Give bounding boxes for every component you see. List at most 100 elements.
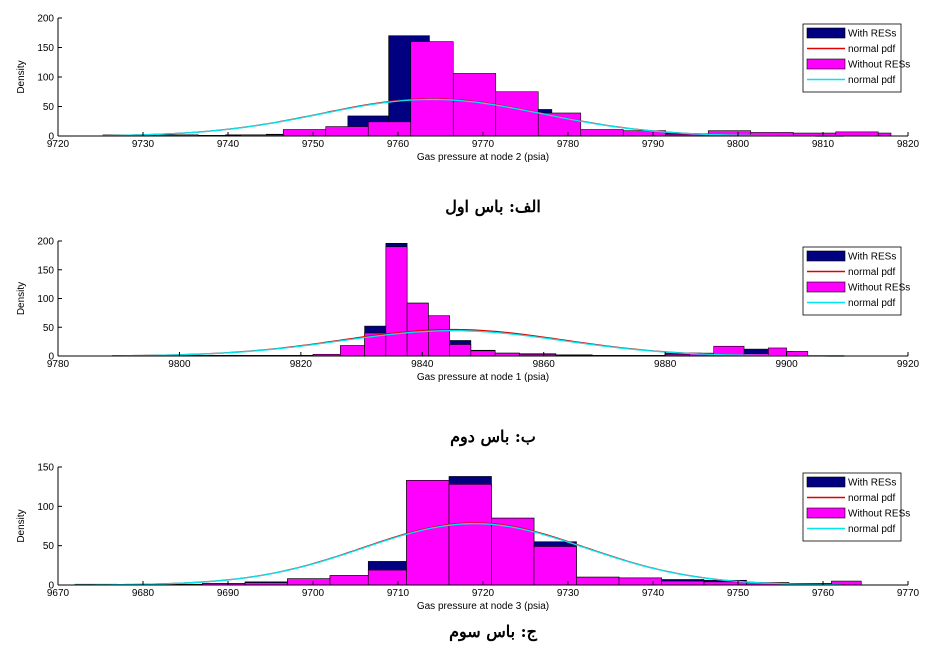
pdf-curve-without-res <box>112 330 845 357</box>
legend-swatch-with-res <box>806 27 846 39</box>
x-tick-label: 9820 <box>897 139 920 150</box>
bar-without-res <box>340 345 365 357</box>
bar-without-res <box>287 578 331 586</box>
bar-without-res <box>533 546 577 586</box>
x-tick-label: 9800 <box>727 139 750 150</box>
y-tick-label: 50 <box>43 541 55 552</box>
legend <box>802 23 902 93</box>
x-axis-label: Gas pressure at node 2 (psia) <box>417 152 549 163</box>
plot-2 <box>57 240 909 357</box>
bar-without-res <box>410 41 454 137</box>
bar-without-res <box>580 129 624 137</box>
legend-swatch-with-res <box>806 250 846 262</box>
legend-entry: normal pdf <box>848 267 895 278</box>
x-tick-label: 9920 <box>897 359 920 370</box>
x-tick-label: 9760 <box>387 139 410 150</box>
legend-swatch-without-res <box>806 507 846 519</box>
x-tick-label: 9880 <box>654 359 677 370</box>
pdf-curve-without-res <box>103 98 844 137</box>
figure-caption: ج: باس سوم <box>449 622 537 642</box>
x-tick-label: 9810 <box>812 139 835 150</box>
x-tick-label: 9790 <box>642 139 665 150</box>
y-tick-label: 0 <box>48 581 54 592</box>
x-tick-label: 9750 <box>302 139 325 150</box>
x-axis-label: Gas pressure at node 3 (psia) <box>417 601 549 612</box>
y-tick-label: 150 <box>37 463 54 474</box>
bar-without-res <box>661 580 705 586</box>
y-tick-label: 150 <box>37 43 54 54</box>
legend-entry: normal pdf <box>848 524 895 535</box>
legend-entry: normal pdf <box>848 493 895 504</box>
x-tick-label: 9670 <box>47 588 70 599</box>
y-axis-label: Density <box>16 60 27 93</box>
figure-caption: الف: باس اول <box>445 197 541 217</box>
pdf-curve-without-res <box>74 522 842 586</box>
bar-without-res <box>768 347 787 357</box>
y-tick-label: 100 <box>37 294 54 305</box>
x-tick-label: 9720 <box>472 588 495 599</box>
legend-swatch-with-res <box>806 476 846 488</box>
y-tick-label: 100 <box>37 502 54 513</box>
legend-entry: normal pdf <box>848 44 895 55</box>
y-tick-label: 50 <box>43 102 55 113</box>
x-tick-label: 9900 <box>775 359 798 370</box>
x-tick-label: 9840 <box>411 359 434 370</box>
legend-entry: Without RESs <box>848 509 910 520</box>
x-tick-label: 9690 <box>217 588 240 599</box>
bar-without-res <box>367 569 407 586</box>
bar-without-res <box>452 73 497 137</box>
legend-swatch-without-res <box>806 281 846 293</box>
y-tick-label: 50 <box>43 323 55 334</box>
plot-3 <box>57 466 909 586</box>
x-tick-label: 9730 <box>132 139 155 150</box>
y-tick-label: 0 <box>48 352 54 363</box>
bar-without-res <box>618 577 662 586</box>
x-tick-label: 9820 <box>290 359 313 370</box>
x-tick-label: 9730 <box>557 588 580 599</box>
x-tick-label: 9770 <box>472 139 495 150</box>
y-tick-label: 150 <box>37 265 54 276</box>
bar-without-res <box>576 576 620 586</box>
x-tick-label: 9750 <box>727 588 750 599</box>
x-tick-label: 9720 <box>47 139 70 150</box>
y-axis-label: Density <box>16 282 27 315</box>
x-tick-label: 9860 <box>533 359 556 370</box>
bar-without-res <box>406 302 429 357</box>
y-tick-label: 100 <box>37 73 54 84</box>
bar-without-res <box>428 315 450 357</box>
x-tick-label: 9780 <box>47 359 70 370</box>
x-tick-label: 9780 <box>557 139 580 150</box>
legend-entry: With RESs <box>848 252 896 263</box>
legend-entry: With RESs <box>848 478 896 489</box>
bar-without-res <box>282 129 327 137</box>
x-tick-label: 9760 <box>812 588 835 599</box>
bar-without-res <box>329 575 369 586</box>
y-tick-label: 200 <box>37 237 54 248</box>
x-axis-label: Gas pressure at node 1 (psia) <box>417 372 549 383</box>
x-tick-label: 9680 <box>132 588 155 599</box>
x-tick-label: 9710 <box>387 588 410 599</box>
legend <box>802 246 902 316</box>
x-tick-label: 9740 <box>642 588 665 599</box>
legend-entry: Without RESs <box>848 60 910 71</box>
x-tick-label: 9700 <box>302 588 325 599</box>
x-tick-label: 9740 <box>217 139 240 150</box>
bar-without-res <box>491 517 535 586</box>
y-axis-label: Density <box>16 509 27 542</box>
legend-swatch-without-res <box>806 58 846 70</box>
bar-without-res <box>325 126 369 137</box>
bar-without-res <box>385 246 408 357</box>
legend-entry: Without RESs <box>848 283 910 294</box>
bar-without-res <box>470 350 496 357</box>
plot-1 <box>57 17 909 137</box>
y-tick-label: 200 <box>37 14 54 25</box>
legend-entry: normal pdf <box>848 75 895 86</box>
x-tick-label: 9770 <box>897 588 920 599</box>
legend <box>802 472 902 542</box>
legend-entry: With RESs <box>848 29 896 40</box>
figure-caption: ب: باس دوم <box>450 427 536 447</box>
legend-entry: normal pdf <box>848 298 895 309</box>
bar-without-res <box>448 484 492 586</box>
x-tick-label: 9800 <box>168 359 191 370</box>
